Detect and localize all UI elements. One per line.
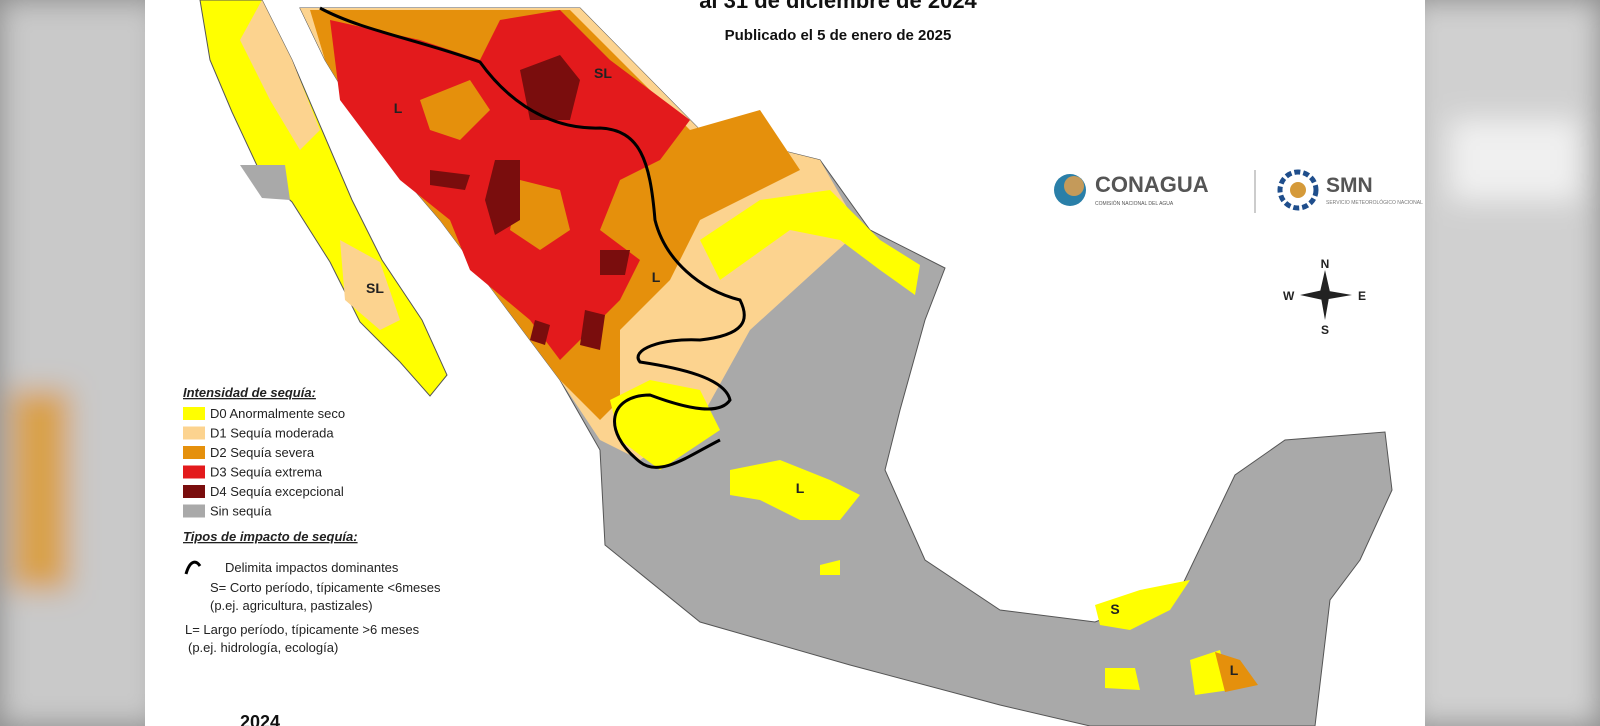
legend-text: (p.ej. hidrología, ecología) xyxy=(188,640,338,655)
legend-swatch xyxy=(183,465,205,479)
map-label: L xyxy=(652,269,661,285)
map-label: SL xyxy=(366,280,384,296)
north-d4 xyxy=(430,55,630,350)
compass: N S E W xyxy=(1283,257,1366,337)
legend-label: D3 Sequía extrema xyxy=(210,465,323,480)
map-label: SL xyxy=(594,65,612,81)
legend-swatch xyxy=(183,485,205,498)
legend-label: D0 Anormalmente seco xyxy=(210,406,345,421)
map-label: S xyxy=(1110,601,1119,617)
baja-gray xyxy=(240,165,290,200)
smn-icon xyxy=(1290,182,1306,198)
legend-label: D1 Sequía moderada xyxy=(210,426,334,441)
impact-line-symbol xyxy=(184,560,202,575)
compass-n: N xyxy=(1321,257,1330,271)
legend-label: D2 Sequía severa xyxy=(210,445,315,460)
north-d2-inner xyxy=(420,80,570,250)
map-labels: L SL SL L L S L xyxy=(366,65,1239,678)
map-label: L xyxy=(394,100,403,116)
subtitle: Publicado el 5 de enero de 2025 xyxy=(725,27,952,44)
compass-s: S xyxy=(1321,323,1329,337)
conagua-icon xyxy=(1064,176,1084,196)
legend-swatch xyxy=(183,426,205,440)
legend-swatch xyxy=(183,504,205,518)
legend: Intensidad de sequía: Tipos de impacto d… xyxy=(183,385,441,655)
compass-e: E xyxy=(1358,289,1366,303)
legend-text: L= Largo período, típicamente >6 meses xyxy=(185,622,420,637)
smn-icon xyxy=(1277,169,1319,211)
legend-label: Sin sequía xyxy=(210,504,272,519)
map xyxy=(199,0,1393,726)
baja-d1 xyxy=(240,0,400,330)
legend-title: Intensidad de sequía: xyxy=(183,385,316,400)
legend-title: Tipos de impacto de sequía: xyxy=(183,529,358,544)
map-label: L xyxy=(796,480,805,496)
compass-w: W xyxy=(1283,289,1295,303)
title: al 31 de diciembre de 2024 xyxy=(699,0,977,13)
smn-subtitle: SERVICIO METEOROLÓGICO NACIONAL xyxy=(1326,199,1423,206)
conagua-name: CONAGUA xyxy=(1095,172,1209,197)
smn-name: SMN xyxy=(1326,174,1373,197)
legend-swatch xyxy=(183,407,205,420)
compass-rose xyxy=(1300,270,1352,320)
map-label: L xyxy=(1230,662,1239,678)
impact-boundary xyxy=(319,6,746,469)
legend-text: (p.ej. agricultura, pastizales) xyxy=(210,598,373,613)
legend-label: D4 Sequía excepcional xyxy=(210,484,344,499)
logos: CONAGUA COMISIÓN NACIONAL DEL AGUA SMN S… xyxy=(1054,169,1423,213)
south-d2 xyxy=(1215,652,1258,692)
legend-text: S= Corto período, típicamente <6meses xyxy=(210,580,441,595)
legend-text: Delimita impactos dominantes xyxy=(225,560,399,575)
footer-year: 2024 xyxy=(240,712,280,726)
conagua-subtitle: COMISIÓN NACIONAL DEL AGUA xyxy=(1095,200,1174,207)
legend-swatch xyxy=(183,446,205,459)
